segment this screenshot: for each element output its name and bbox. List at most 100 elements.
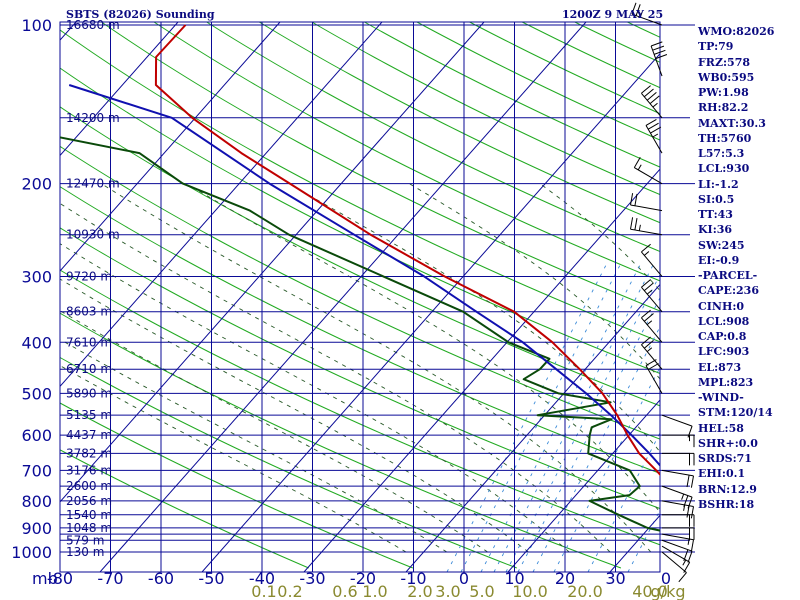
dry-adiabat-line: [206, 22, 660, 253]
height-label: 130 m: [66, 545, 104, 559]
pressure-label: 200: [21, 175, 52, 194]
wind-barb-flag: [630, 193, 634, 206]
pressure-label: 500: [21, 384, 52, 403]
temperature-trace: [154, 24, 660, 477]
dry-adiabat-line: [60, 402, 413, 569]
index-line: LI:-1.2: [698, 177, 739, 191]
dewpoint-trace: [60, 136, 660, 532]
wind-barb-flag: [634, 218, 638, 230]
wind-barb-staff: [630, 228, 663, 236]
wind-barb: [630, 193, 663, 212]
dry-adiabat-line: [258, 22, 660, 224]
wind-barb-flag: [643, 88, 654, 98]
temperature-tick-label: 20: [555, 569, 575, 588]
moist-adiabat-line: [409, 183, 660, 380]
wind-barb-staff: [641, 92, 663, 119]
height-label: 14200 m: [66, 111, 120, 125]
wind-barb: [661, 469, 694, 488]
wind-barb-staff: [631, 13, 663, 26]
wind-barb-flag: [630, 217, 634, 230]
index-line: RH:82.2: [698, 101, 749, 115]
temperature-tick-label: 0: [459, 569, 469, 588]
wind-barb: [661, 539, 693, 563]
dry-adiabat-line: [60, 186, 660, 474]
temperature-tick-label: 0: [661, 569, 671, 588]
wind-barb-flag: [643, 340, 654, 349]
temperature-tick-label: -20: [350, 569, 376, 588]
wind-barb: [661, 533, 694, 552]
wind-barb-flag: [655, 54, 668, 60]
wind-barb: [641, 336, 663, 370]
mixing-ratio-label: 3.0: [435, 582, 460, 600]
wind-barb-staff: [641, 317, 663, 343]
wind-barb-staff: [661, 469, 694, 477]
mixing-ratio-line: [446, 261, 608, 572]
height-labels: 16680 m 14200 m 12470 m 10930 m 9720 m 8603 m…: [66, 18, 120, 559]
wind-barb-flag: [690, 506, 694, 519]
dry-adiabat-line: [416, 22, 660, 141]
index-line: EI:-0.9: [698, 253, 740, 267]
wind-barb-half-flag: [639, 11, 643, 18]
wind-barb: [661, 452, 695, 466]
index-line: MPL:823: [698, 375, 754, 389]
wind-barb-flag: [641, 309, 651, 319]
index-line: PW:1.98: [698, 86, 749, 99]
index-line: BRN:12.9: [698, 482, 757, 496]
mixing-ratio-axis-labels: 0.1 0.2 0.6 1.0 2.0 3.0 5.0 10.0 20.0 40.0g/kg: [251, 582, 685, 600]
wind-barb-staff: [661, 533, 694, 541]
mixing-ratio-label: 5.0: [469, 582, 494, 600]
mixing-ratio-label: 2.0: [407, 582, 432, 600]
height-label: 12470 m: [66, 177, 120, 191]
wind-barb: [661, 551, 687, 583]
wind-barb-flag: [650, 41, 663, 47]
mixing-ratio-label: 1.0: [362, 582, 387, 600]
wind-barb-half-flag: [643, 251, 650, 256]
height-label: 8603 m: [66, 305, 112, 319]
pressure-label: 700: [21, 461, 52, 480]
index-line: CAPE:236: [698, 284, 759, 298]
dry-adiabats: [60, 22, 660, 569]
wind-barb: [641, 243, 663, 277]
moist-adiabat-line: [60, 365, 407, 553]
mixing-ratio-lines: [446, 261, 660, 572]
isobars: [59, 21, 695, 573]
isotherm-line: [201, 52, 660, 572]
wind-barb-half-flag: [646, 320, 653, 325]
dry-adiabat-line: [60, 449, 309, 569]
wind-barb-staff: [661, 485, 693, 498]
wind-barb-flag: [631, 2, 637, 15]
index-line: -WIND-: [698, 391, 744, 404]
pressure-label: 900: [21, 519, 52, 538]
mixing-ratio-label: 0.6: [332, 582, 357, 600]
wind-barb-half-flag: [681, 493, 685, 500]
temperature-tick-label: 10: [504, 569, 524, 588]
height-label: 6710 m: [66, 362, 112, 376]
index-line: FRZ:578: [698, 55, 751, 69]
dry-adiabat-line: [364, 22, 660, 168]
wind-barb-half-flag: [652, 102, 658, 108]
wind-barb-flag: [647, 363, 659, 370]
wind-barb-flag: [643, 313, 654, 322]
pressure-label: 800: [21, 492, 52, 511]
mixing-ratio-line: [517, 296, 660, 572]
index-line: TT:43: [698, 208, 733, 221]
mixing-ratio-label: 0.1: [251, 582, 276, 600]
wind-barb-flag: [646, 92, 657, 101]
station-title: SBTS (82026) Sounding: [66, 8, 215, 21]
wind-barb: [661, 485, 693, 509]
wind-barb: [641, 279, 663, 313]
wind-barb-staff: [661, 539, 693, 552]
temperature-tick-label: -70: [97, 569, 123, 588]
wind-barb-staff: [630, 204, 663, 212]
temperature-tick-label: -60: [148, 569, 174, 588]
temperature-axis-labels: -80 -70 -60 -50 -40 -30 -20 -10 0 10 20 30 0: [47, 569, 671, 588]
index-line: WB0:595: [698, 70, 755, 84]
wind-barb: [641, 309, 663, 343]
dry-adiabat-line: [60, 356, 517, 569]
height-label: 7610 m: [66, 335, 112, 349]
wind-barb-staff: [661, 545, 690, 563]
moist-adiabats: [60, 183, 660, 553]
index-line: LCL:908: [698, 314, 750, 328]
dry-adiabat-line: [60, 312, 622, 569]
